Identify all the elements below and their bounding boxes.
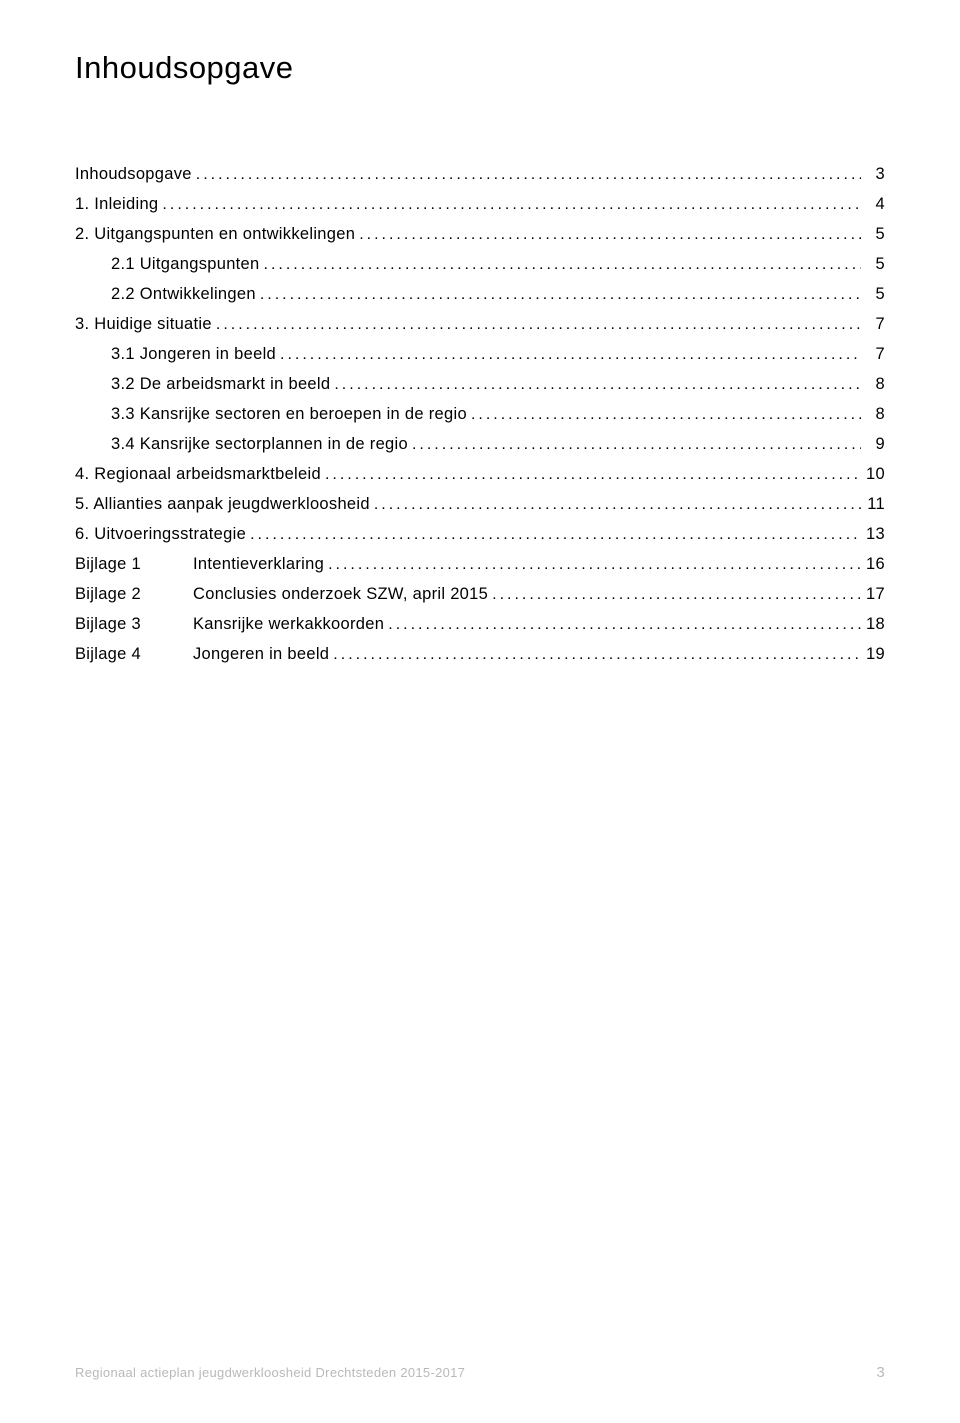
toc-leader-dots xyxy=(216,317,861,333)
toc-label: 3.3 Kansrijke sectoren en beroepen in de… xyxy=(111,406,471,423)
toc-page-number: 13 xyxy=(861,526,885,543)
toc-label: 3.2 De arbeidsmarkt in beeld xyxy=(111,376,334,393)
toc-page-number: 11 xyxy=(861,496,885,513)
toc-leader-dots xyxy=(162,197,861,213)
toc-label: 2.1 Uitgangspunten xyxy=(111,256,264,273)
table-of-contents: Inhoudsopgave 3 1. Inleiding 4 2. Uitgangspu… xyxy=(75,166,885,663)
toc-leader-dots xyxy=(334,377,861,393)
document-page: Inhoudsopgave Inhoudsopgave 3 1. Inleiding… xyxy=(0,0,960,1423)
toc-page-number: 7 xyxy=(861,316,885,333)
toc-leader-dots xyxy=(250,527,861,543)
toc-label: 3.1 Jongeren in beeld xyxy=(111,346,280,363)
toc-leader-dots xyxy=(328,557,861,573)
toc-leader-dots xyxy=(359,227,861,243)
toc-entry: 1. Inleiding 4 xyxy=(75,196,885,213)
toc-leader-dots xyxy=(264,257,861,273)
footer-doc-title: Regionaal actieplan jeugdwerkloosheid Dr… xyxy=(75,1365,465,1380)
toc-entry: 2.2 Ontwikkelingen 5 xyxy=(75,286,885,303)
toc-label: Inhoudsopgave xyxy=(75,166,196,183)
toc-page-number: 10 xyxy=(861,466,885,483)
toc-label: 3. Huidige situatie xyxy=(75,316,216,333)
toc-page-number: 19 xyxy=(861,646,885,663)
toc-entry: Bijlage 1Intentieverklaring 16 xyxy=(75,556,885,573)
toc-leader-dots xyxy=(471,407,861,423)
footer-page-number: 3 xyxy=(876,1364,885,1381)
toc-entry: Bijlage 4Jongeren in beeld 19 xyxy=(75,646,885,663)
toc-entry: 3. Huidige situatie 7 xyxy=(75,316,885,333)
toc-entry: Bijlage 2Conclusies onderzoek SZW, april… xyxy=(75,586,885,603)
toc-bijlage-number: Bijlage 2 xyxy=(75,586,193,603)
toc-leader-dots xyxy=(196,167,861,183)
toc-label: 5. Allianties aanpak jeugdwerkloosheid xyxy=(75,496,374,513)
page-footer: Regionaal actieplan jeugdwerkloosheid Dr… xyxy=(75,1364,885,1381)
toc-entry: 3.2 De arbeidsmarkt in beeld 8 xyxy=(75,376,885,393)
toc-label: Intentieverklaring xyxy=(193,556,328,573)
toc-leader-dots xyxy=(374,497,861,513)
toc-entry: 3.1 Jongeren in beeld 7 xyxy=(75,346,885,363)
toc-page-number: 17 xyxy=(861,586,885,603)
toc-label: 2. Uitgangspunten en ontwikkelingen xyxy=(75,226,359,243)
toc-entry: Inhoudsopgave 3 xyxy=(75,166,885,183)
toc-leader-dots xyxy=(492,587,861,603)
toc-label: Jongeren in beeld xyxy=(193,646,333,663)
toc-label: 1. Inleiding xyxy=(75,196,162,213)
toc-label: 3.4 Kansrijke sectorplannen in de regio xyxy=(111,436,412,453)
toc-entry: 6. Uitvoeringsstrategie 13 xyxy=(75,526,885,543)
toc-page-number: 7 xyxy=(861,346,885,363)
toc-page-number: 9 xyxy=(861,436,885,453)
toc-label: 6. Uitvoeringsstrategie xyxy=(75,526,250,543)
toc-leader-dots xyxy=(388,617,861,633)
toc-label: 4. Regionaal arbeidsmarktbeleid xyxy=(75,466,325,483)
toc-page-number: 4 xyxy=(861,196,885,213)
toc-page-number: 3 xyxy=(861,166,885,183)
toc-page-number: 5 xyxy=(861,286,885,303)
page-title: Inhoudsopgave xyxy=(75,50,885,86)
toc-leader-dots xyxy=(333,647,861,663)
toc-entry: 5. Allianties aanpak jeugdwerkloosheid 11 xyxy=(75,496,885,513)
toc-leader-dots xyxy=(325,467,861,483)
toc-page-number: 8 xyxy=(861,376,885,393)
toc-page-number: 16 xyxy=(861,556,885,573)
toc-leader-dots xyxy=(412,437,861,453)
toc-entry: 2.1 Uitgangspunten 5 xyxy=(75,256,885,273)
toc-page-number: 5 xyxy=(861,256,885,273)
toc-leader-dots xyxy=(280,347,861,363)
toc-label: Kansrijke werkakkoorden xyxy=(193,616,388,633)
toc-entry: 2. Uitgangspunten en ontwikkelingen 5 xyxy=(75,226,885,243)
toc-bijlage-number: Bijlage 1 xyxy=(75,556,193,573)
toc-leader-dots xyxy=(260,287,861,303)
toc-entry: 3.3 Kansrijke sectoren en beroepen in de… xyxy=(75,406,885,423)
toc-entry: Bijlage 3Kansrijke werkakkoorden 18 xyxy=(75,616,885,633)
toc-label: Conclusies onderzoek SZW, april 2015 xyxy=(193,586,492,603)
toc-label: 2.2 Ontwikkelingen xyxy=(111,286,260,303)
toc-page-number: 8 xyxy=(861,406,885,423)
toc-page-number: 18 xyxy=(861,616,885,633)
toc-entry: 4. Regionaal arbeidsmarktbeleid 10 xyxy=(75,466,885,483)
toc-entry: 3.4 Kansrijke sectorplannen in de regio 9 xyxy=(75,436,885,453)
toc-bijlage-number: Bijlage 4 xyxy=(75,646,193,663)
toc-page-number: 5 xyxy=(861,226,885,243)
toc-bijlage-number: Bijlage 3 xyxy=(75,616,193,633)
